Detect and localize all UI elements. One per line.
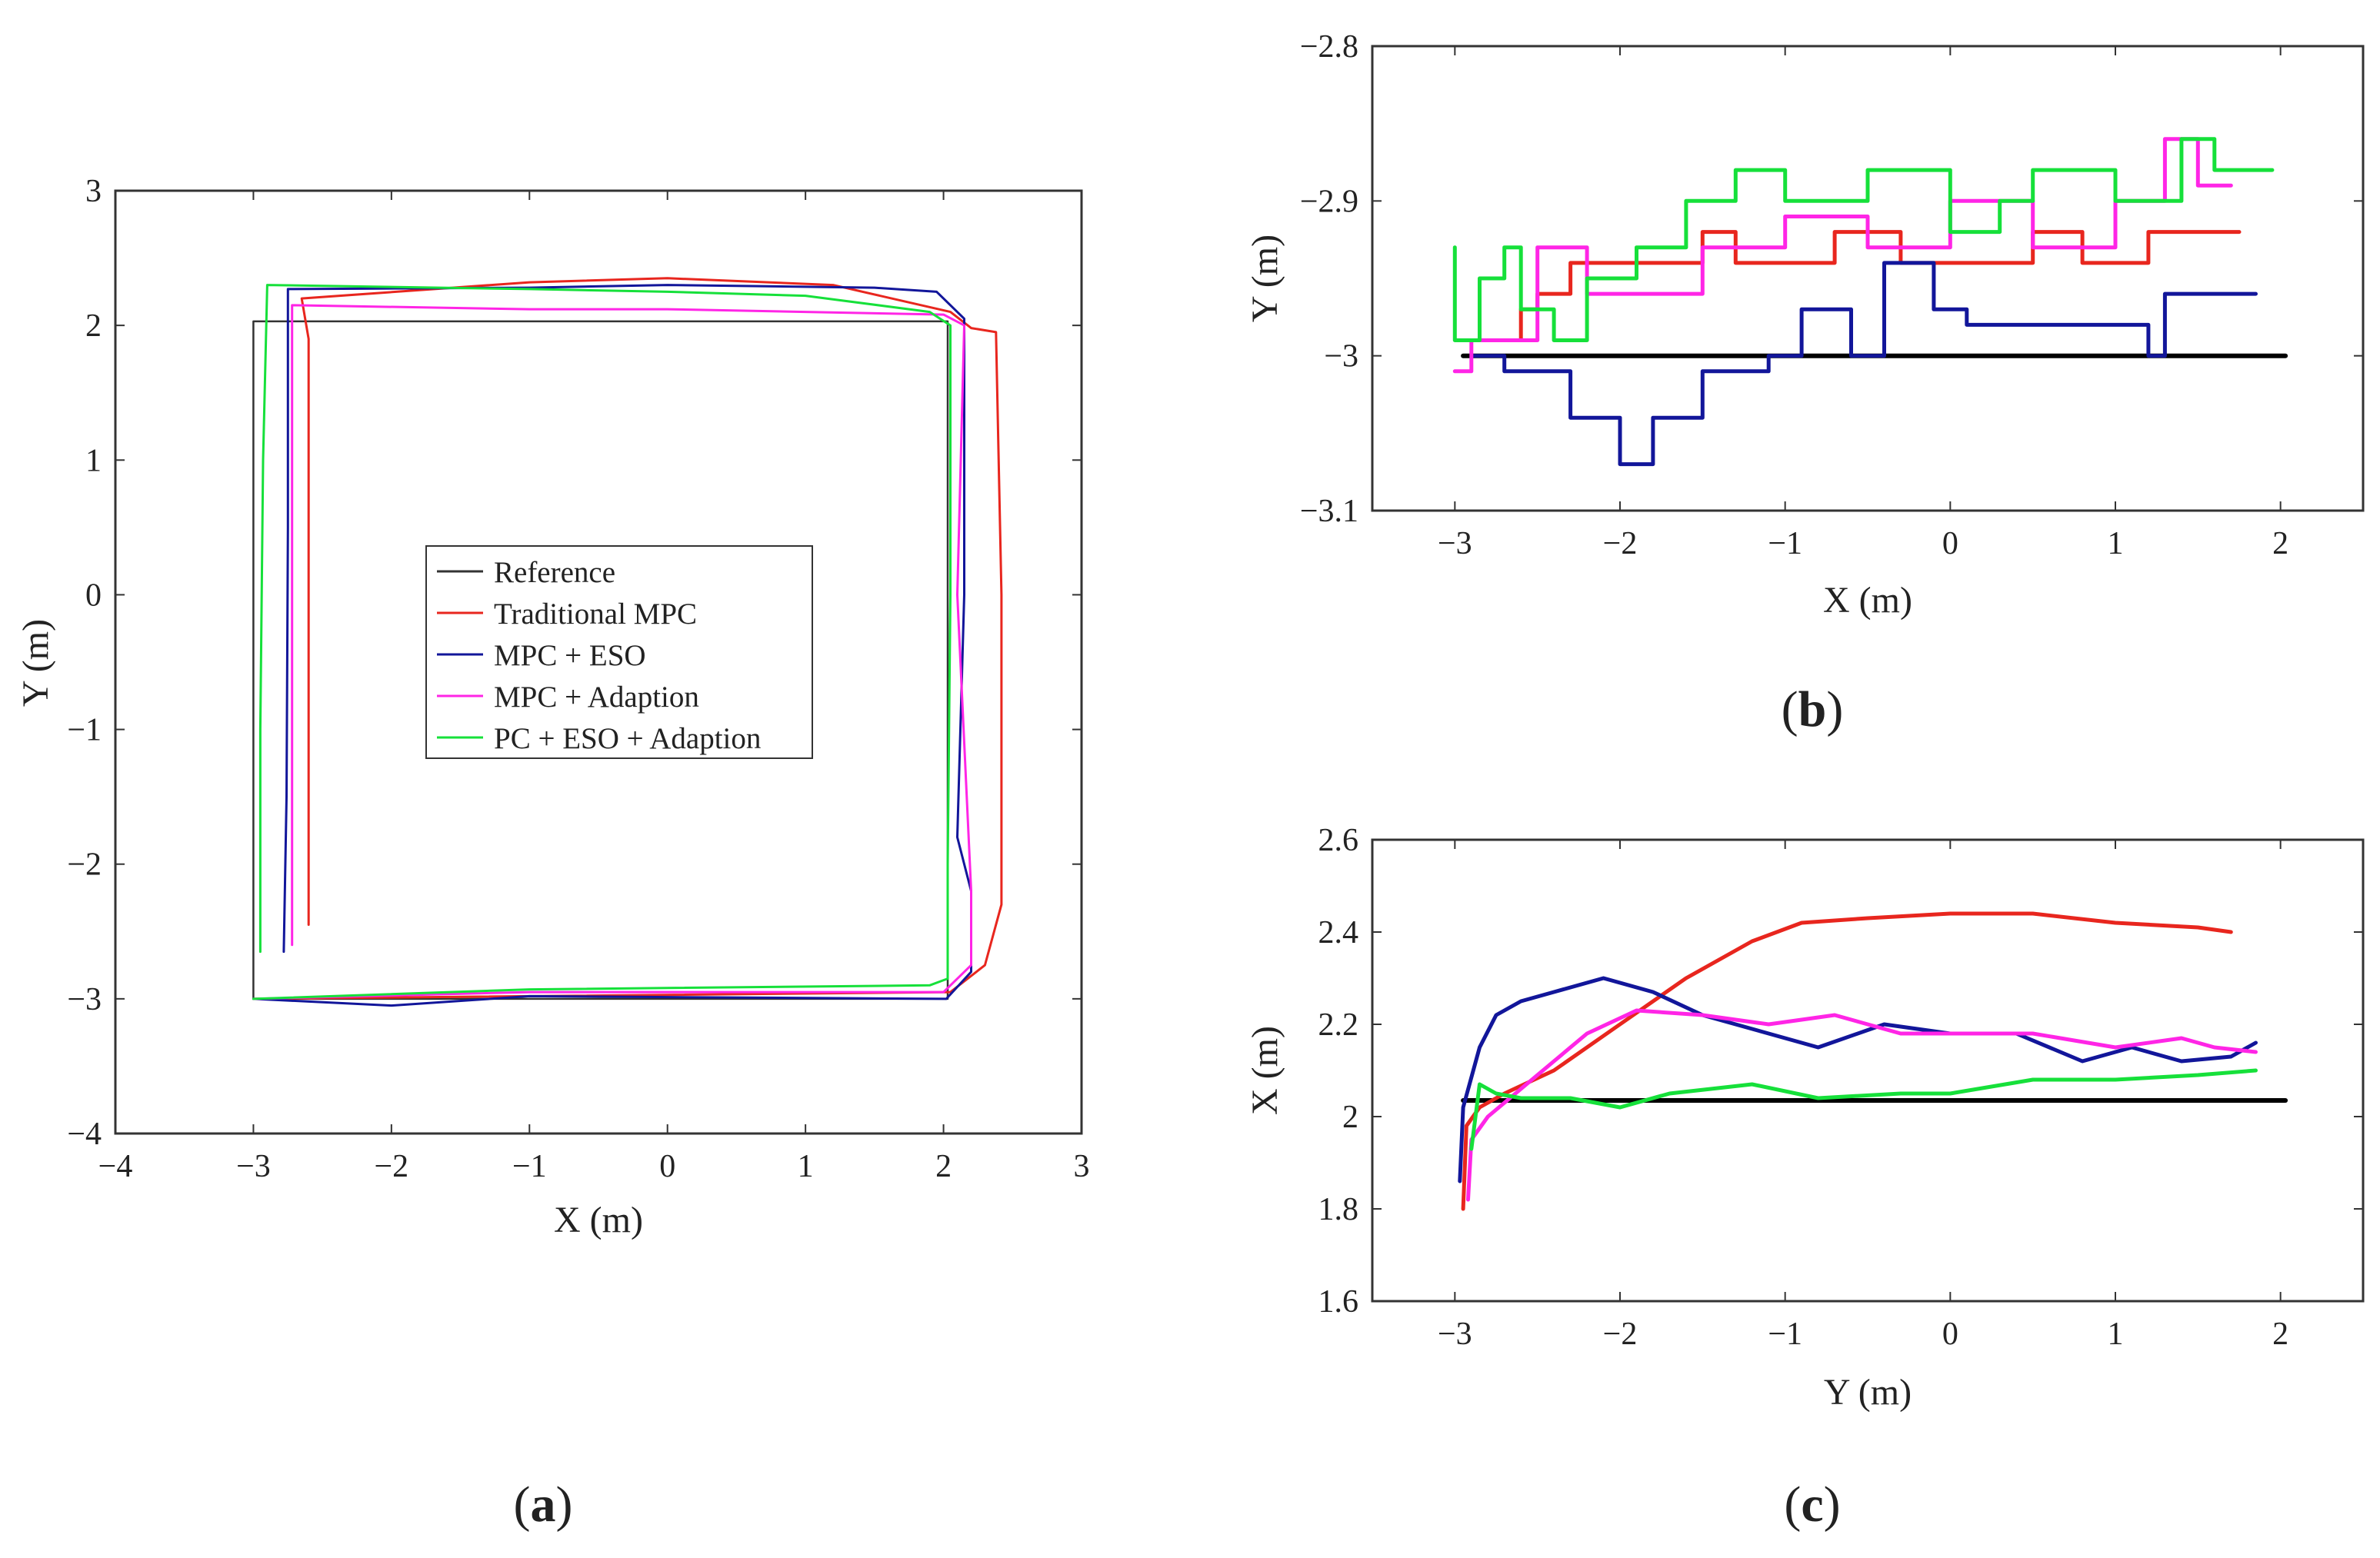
panel-b-xtick-label: −1 [1768, 526, 1802, 561]
panel-a-xtick-label: −1 [512, 1149, 547, 1184]
panel-a-ytick-label: 2 [85, 308, 102, 344]
panel-b-xtick-label: −2 [1603, 526, 1638, 561]
caption-b-letter: b [1798, 681, 1827, 737]
panel-b-xlabel: X (m) [1823, 580, 1912, 621]
panel-a-series-pc-eso-adaption [252, 284, 952, 1000]
panel-c-ytick-label: 1.8 [1318, 1192, 1359, 1227]
panel-b-series-pc-eso-adaption [1452, 137, 2275, 342]
panel-a-series-reference [252, 320, 949, 1000]
legend-label-reference: Reference [494, 556, 615, 589]
panel-a-xtick-label: 2 [935, 1149, 952, 1184]
panel-a-ytick-label: 1 [85, 443, 102, 478]
panel-c-xtick-label: 1 [2108, 1317, 2124, 1352]
panel-c-xtick-label: 0 [1942, 1317, 1958, 1352]
panel-a-series-mpc-adaption [252, 304, 972, 1000]
panel-b-xtick-label: 0 [1942, 526, 1958, 561]
panel-c-series-mpc-adaption [1466, 1008, 2258, 1202]
panel-b-xtick-label: 1 [2108, 526, 2124, 561]
panel-a-chart: −4 −3 −2 −1 0 1 2 3 −4 −3 −2 −1 0 1 2 3 X (m) Y (m) Ref… [15, 174, 1090, 1240]
panel-b-series-mpc-eso [1469, 261, 2258, 467]
panel-c-series-pc-eso-adaption [1469, 1068, 2258, 1151]
legend-label-traditional-mpc: Traditional MPC [494, 598, 697, 631]
legend-label-mpc-adaption: MPC + Adaption [494, 681, 699, 714]
caption-a-letter: a [531, 1476, 556, 1533]
panel-a-ytick-label: −2 [67, 847, 102, 883]
panel-b-ytick-label: −2.9 [1300, 184, 1358, 219]
panel-c-ytick-label: 2 [1342, 1100, 1358, 1135]
panel-b-ytick-label: −3.1 [1300, 494, 1358, 529]
panel-a-xtick-label: −4 [98, 1149, 133, 1184]
panel-a-xtick-label: −3 [236, 1149, 271, 1184]
panel-a-ytick-label: −3 [67, 982, 102, 1017]
panel-c-xtick-label: 2 [2272, 1317, 2288, 1352]
panel-b-series-mpc-adaption [1452, 137, 2233, 374]
caption-b: (b) [1782, 681, 1844, 737]
panel-a-xtick-label: −2 [375, 1149, 409, 1184]
panel-a-xtick-label: 0 [659, 1149, 675, 1184]
panel-c-xtick-label: −3 [1438, 1317, 1472, 1352]
caption-c: (c) [1784, 1476, 1840, 1533]
panel-c-chart: −3 −2 −1 0 1 2 1.6 1.8 2 2.2 2.4 2.6 Y (m) X (m) [1245, 823, 2365, 1413]
panel-a-legend: Reference Traditional MPC MPC + ESO MPC … [425, 545, 813, 759]
panel-c-ytick-label: 2.6 [1318, 823, 1359, 858]
panel-c-ytick-label: 2.2 [1318, 1007, 1359, 1043]
panel-a-ytick-label: −4 [67, 1117, 102, 1152]
panel-c-xtick-label: −2 [1603, 1317, 1638, 1352]
panel-b-ylabel: Y (m) [1245, 235, 1285, 322]
panel-c-xtick-label: −1 [1768, 1317, 1802, 1352]
panel-b-ytick-label: −3 [1324, 339, 1358, 375]
panel-b-ytick-label: −2.8 [1300, 29, 1358, 65]
panel-c-xlabel: Y (m) [1824, 1372, 1912, 1413]
panel-b-xtick-label: −3 [1438, 526, 1472, 561]
panel-c-series-mpc-eso [1458, 976, 2258, 1183]
panel-a-xlabel: X (m) [554, 1200, 643, 1240]
panel-a-ytick-label: 0 [85, 578, 102, 613]
panel-a-xtick-label: 1 [798, 1149, 814, 1184]
legend-label-mpc-eso: MPC + ESO [494, 639, 646, 672]
panel-a-series-mpc-eso [252, 284, 972, 1007]
panel-a-ytick-label: −1 [67, 713, 102, 748]
panel-b-xtick-label: 2 [2272, 526, 2288, 561]
caption-c-letter: c [1801, 1476, 1823, 1533]
panel-c-plot-frame [1371, 838, 2365, 1303]
panel-c-ytick-label: 1.6 [1318, 1284, 1359, 1320]
panel-b-plot-frame [1371, 45, 2365, 512]
panel-a-ytick-label: 3 [85, 174, 102, 209]
legend-label-pc-eso-adaption: PC + ESO + Adaption [494, 722, 761, 755]
panel-b-chart: −3 −2 −1 0 1 2 −3.1 −3 −2.9 −2.8 X (m) Y (m) [1245, 29, 2365, 621]
panel-c-ytick-label: 2.4 [1318, 915, 1359, 950]
panel-c-series-traditional-mpc [1461, 911, 2233, 1211]
panel-c-ylabel: X (m) [1245, 1026, 1285, 1115]
caption-a: (a) [514, 1476, 573, 1533]
panel-a-plot-frame [114, 189, 1083, 1135]
legend-box [425, 545, 813, 759]
panel-a-ylabel: Y (m) [15, 619, 56, 707]
panel-a-series-traditional-mpc [252, 277, 1003, 1000]
panel-a-xtick-label: 3 [1074, 1149, 1090, 1184]
